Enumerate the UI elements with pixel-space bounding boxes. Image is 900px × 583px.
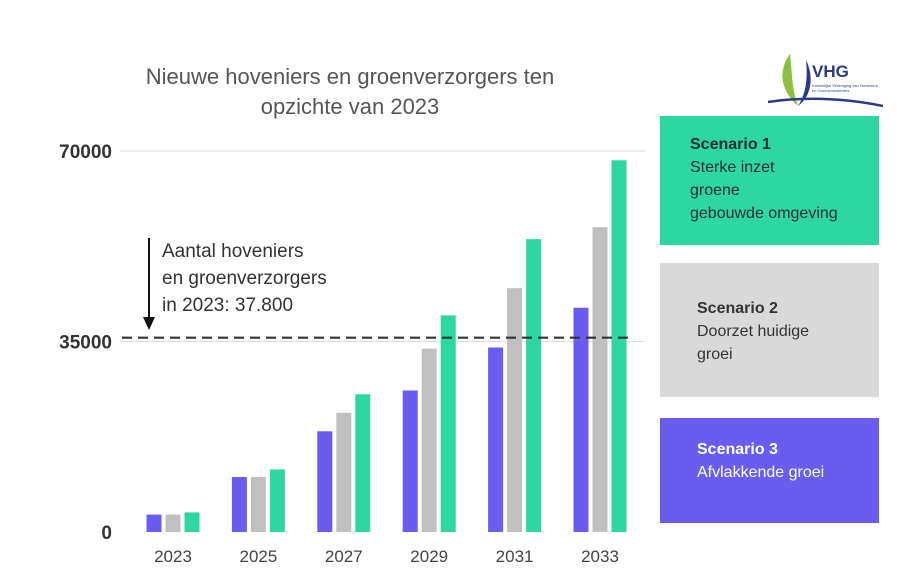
bar-scenario-2-2027	[336, 412, 352, 532]
bar-scenario-1-2031	[526, 239, 542, 532]
x-tick-label: 2023	[154, 547, 192, 566]
legend-scenario-1-text: Sterke inzet groene gebouwde omgeving	[690, 159, 838, 222]
bar-scenario-3-2025	[231, 477, 247, 532]
bar-scenario-3-2029	[402, 390, 418, 532]
legend-scenario-3-title: Scenario 3	[697, 441, 778, 458]
y-tick-label: 70000	[59, 142, 112, 163]
y-tick-label: 0	[101, 523, 112, 544]
bar-scenario-2-2023	[165, 514, 181, 532]
bar-scenario-1-2023	[184, 512, 200, 532]
bar-scenario-2-2025	[250, 477, 266, 532]
bar-scenario-1-2029	[440, 315, 456, 532]
x-tick-label: 2025	[239, 547, 277, 566]
annotation-text: Aantal hoveniers en groenverzorgers in 2…	[162, 241, 327, 316]
legend-scenario-3-text: Afvlakkende groei	[697, 464, 825, 481]
legend-scenario-2-text: Doorzet huidige groei	[697, 323, 810, 363]
x-tick-label: 2029	[410, 547, 448, 566]
bar-scenario-2-2029	[421, 348, 437, 532]
x-tick-label: 2027	[325, 547, 363, 566]
bar-scenario-1-2027	[355, 394, 371, 532]
legend-scenario-2-title: Scenario 2	[697, 300, 778, 317]
legend-scenario-1-title: Scenario 1	[690, 136, 771, 153]
legend-scenario-2: Scenario 2 Doorzet huidige groei	[660, 263, 879, 397]
bar-scenario-2-2031	[507, 288, 523, 532]
bar-scenario-3-2031	[488, 347, 504, 532]
x-tick-label: 2033	[581, 547, 619, 566]
chart-title: Nieuwe hoveniers en groenverzorgers ten …	[145, 64, 555, 119]
legend-scenario-3: Scenario 3 Afvlakkende groei	[660, 418, 879, 523]
bar-scenario-3-2033	[573, 307, 589, 532]
bar-chart: 0 35000 70000 2023 2025 2027 2029 2031 2033	[59, 142, 645, 566]
bar-scenario-3-2023	[146, 514, 162, 532]
annotation-arrow-head	[143, 317, 155, 330]
vhg-logo-icon	[768, 54, 883, 108]
y-tick-label: 35000	[59, 333, 112, 354]
bar-scenario-1-2025	[269, 469, 285, 532]
legend-scenario-1: Scenario 1 Sterke inzet groene gebouwde …	[660, 116, 879, 245]
x-tick-label: 2031	[496, 547, 534, 566]
bar-scenario-3-2027	[317, 431, 333, 532]
logo-subtitle: Koninklijke Vereniging van Hoveniers en …	[812, 83, 878, 93]
bar-scenario-2-2033	[592, 227, 608, 532]
logo-name: VHG	[812, 62, 849, 81]
bar-scenario-1-2033	[611, 160, 627, 532]
